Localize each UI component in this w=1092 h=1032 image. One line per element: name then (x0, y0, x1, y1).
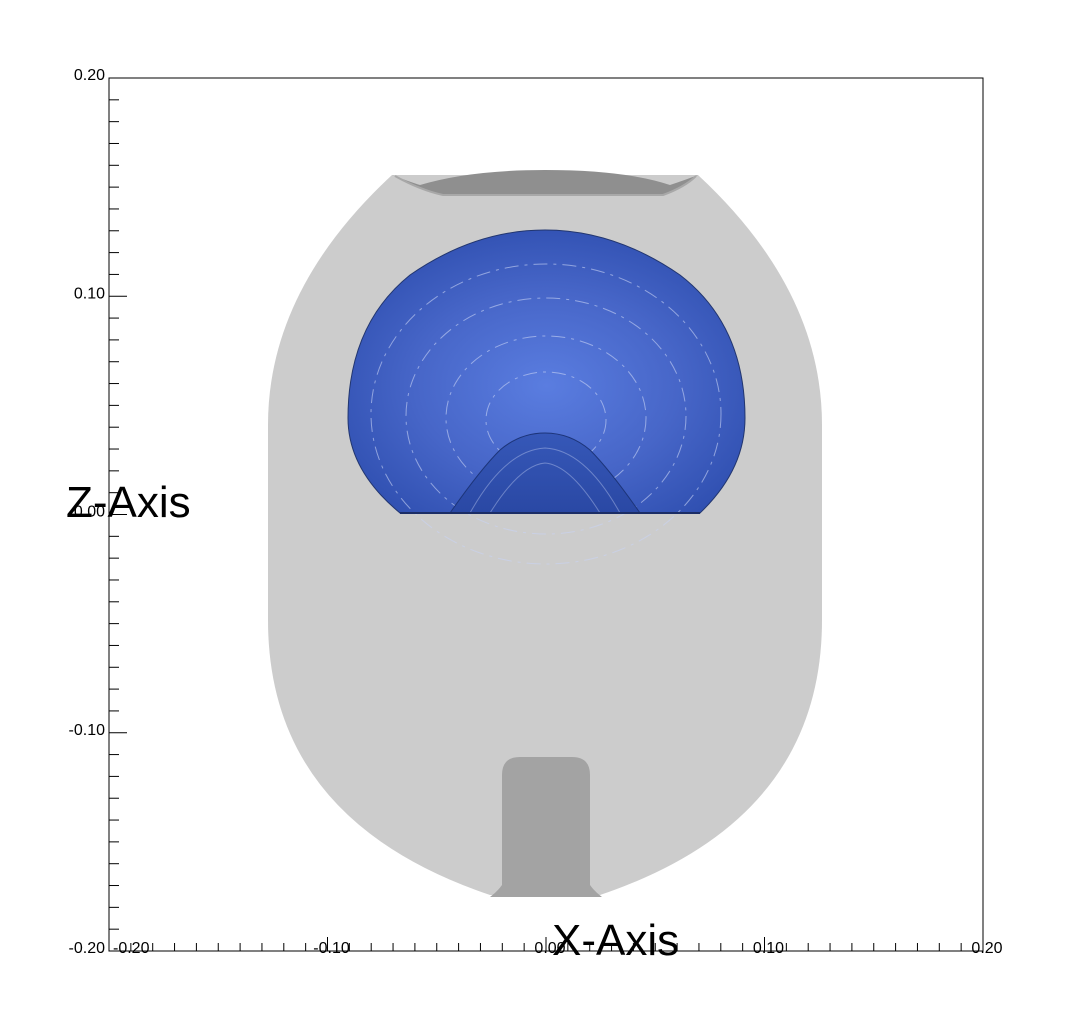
x-tick-label: 0.00 (534, 940, 565, 957)
x-axis-tick-labels: -0.20 -0.10 0.00 0.10 0.20 (113, 940, 1003, 957)
bubble-contours (370, 263, 722, 565)
x-tick-label: -0.20 (113, 940, 150, 957)
top-opening-rim (394, 175, 697, 196)
y-axis-title: Z-Axis (66, 478, 191, 527)
x-tick-label: 0.20 (971, 940, 1002, 957)
top-opening (392, 170, 698, 195)
x-axis-ticks (108, 937, 984, 951)
bubble-core (449, 432, 641, 514)
y-tick-label: -0.20 (69, 940, 106, 957)
y-tick-label: 0.00 (74, 504, 105, 521)
y-axis-ticks (109, 77, 127, 952)
y-tick-label: -0.10 (69, 722, 106, 739)
bubble-dome (347, 229, 746, 514)
x-axis-title: X-Axis (552, 916, 679, 965)
bottom-inlet (490, 757, 602, 897)
x-tick-label: 0.10 (753, 940, 784, 957)
y-axis-tick-labels: 0.20 0.10 0.00 -0.10 -0.20 (69, 67, 106, 957)
y-tick-label: 0.10 (74, 285, 105, 302)
core-contours (469, 447, 621, 514)
x-tick-label: -0.10 (313, 940, 350, 957)
y-tick-label: 0.20 (74, 67, 105, 84)
